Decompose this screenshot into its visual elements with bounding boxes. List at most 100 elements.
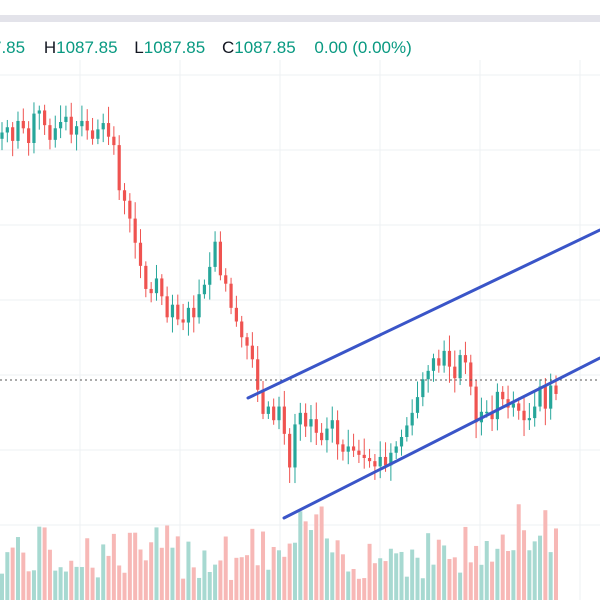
volume-bar xyxy=(287,543,292,600)
volume-bar xyxy=(261,531,266,600)
volume-bar xyxy=(117,565,122,600)
candle-body xyxy=(58,122,63,129)
volume-bar xyxy=(431,564,436,600)
close-value: 1087.85 xyxy=(234,38,296,57)
volume-bar xyxy=(95,577,100,600)
candle-body xyxy=(511,403,515,408)
volume-bar xyxy=(527,550,532,600)
candle-body xyxy=(186,307,191,323)
volume-bar xyxy=(282,556,287,600)
volume-bar xyxy=(548,552,553,600)
volume-bar xyxy=(218,560,223,600)
candle-body xyxy=(37,110,41,114)
volume-bar xyxy=(138,549,143,600)
candle-body xyxy=(245,337,249,346)
open-value: 7.85 xyxy=(0,38,26,57)
volume-bar xyxy=(330,552,335,600)
candle-body xyxy=(250,345,254,360)
candle-body xyxy=(90,130,95,139)
candle-body xyxy=(80,120,84,127)
volume-bar xyxy=(181,578,186,600)
volume-bar xyxy=(415,557,420,600)
candle-body xyxy=(304,412,308,427)
candle-body xyxy=(106,123,111,137)
volume-bar xyxy=(202,550,207,600)
candle-body xyxy=(16,120,20,141)
candle-body xyxy=(442,350,446,366)
volume-bar xyxy=(298,511,303,600)
candle-body xyxy=(474,386,478,423)
volume-bar xyxy=(90,567,95,600)
volume-bar xyxy=(58,567,63,600)
volume-bar xyxy=(484,541,489,600)
volume-bar xyxy=(271,546,276,600)
candle-body xyxy=(389,452,393,466)
volume-bar xyxy=(468,562,473,600)
volume-bar xyxy=(74,566,79,600)
volume-bar xyxy=(356,578,361,600)
candle-body xyxy=(458,355,462,379)
volume-bar xyxy=(319,506,324,600)
candle-body xyxy=(378,456,382,467)
volume-bar xyxy=(495,548,500,600)
candle-body xyxy=(554,385,558,394)
volume-bar xyxy=(351,568,356,600)
volume-bar xyxy=(106,555,111,600)
candle-body xyxy=(367,458,372,462)
candle-body xyxy=(133,218,137,243)
candle-body xyxy=(314,419,318,433)
candle-body xyxy=(501,391,505,400)
candle-body xyxy=(144,265,148,289)
volume-bar xyxy=(346,571,351,600)
candle-body xyxy=(0,132,4,139)
candle-body xyxy=(453,366,457,379)
candle-body xyxy=(85,120,89,131)
candle-body xyxy=(5,127,9,133)
volume-bar xyxy=(0,573,4,600)
volume-bar xyxy=(308,530,313,600)
volume-bar xyxy=(511,550,516,600)
volume-bar xyxy=(47,549,52,600)
candle-body xyxy=(549,385,553,409)
volume-bar xyxy=(516,504,521,600)
volume-bar xyxy=(426,533,431,600)
candle-body xyxy=(117,145,121,191)
channel-upper-line[interactable] xyxy=(246,228,600,400)
channel-lower-line[interactable] xyxy=(282,356,600,520)
volume-bar xyxy=(500,534,505,600)
volume-bar xyxy=(26,571,31,600)
candle-body xyxy=(495,391,500,420)
volume-bar xyxy=(207,571,212,600)
volume-bar xyxy=(149,542,154,600)
high-value: 1087.85 xyxy=(56,38,118,57)
candle-body xyxy=(149,288,153,294)
volume-bar xyxy=(85,538,90,600)
candle-body xyxy=(21,120,25,129)
volume-bar xyxy=(111,533,116,600)
volume-bar xyxy=(229,579,234,600)
volume-bar xyxy=(53,570,58,600)
candle-body xyxy=(447,350,452,367)
candle-body xyxy=(410,412,414,426)
volume-bar xyxy=(554,528,558,600)
candle-body xyxy=(160,278,164,297)
volume-bar xyxy=(31,570,36,600)
volume-bar xyxy=(122,572,127,600)
candle-body xyxy=(415,397,420,413)
volume-bar xyxy=(165,525,170,600)
candle-body xyxy=(53,128,57,140)
change-value: 0.00 (0.00%) xyxy=(314,38,412,57)
candle-body xyxy=(261,389,265,414)
candle-body xyxy=(170,304,175,318)
volume-bar xyxy=(63,571,68,600)
candle-body xyxy=(224,275,228,284)
volume-bar xyxy=(474,545,479,600)
candle-body xyxy=(234,307,238,322)
volume-bar xyxy=(367,543,372,600)
volume-bar xyxy=(479,564,484,600)
volume-bar xyxy=(223,536,228,600)
candle-body xyxy=(256,359,260,390)
candle-body xyxy=(320,432,324,441)
candle-body xyxy=(208,266,212,285)
